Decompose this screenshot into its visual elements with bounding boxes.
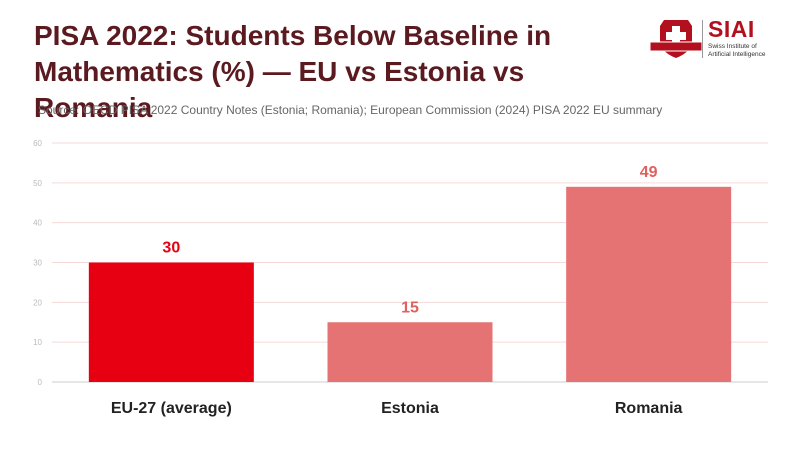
y-tick-label: 40 (33, 219, 42, 228)
logo-subtitle: Swiss Institute of Artificial Intelligen… (708, 43, 778, 58)
x-category-labels: EU-27 (average) Estonia Romania (111, 400, 683, 417)
y-tick-label: 10 (33, 338, 42, 347)
x-category-label: Estonia (381, 400, 439, 417)
siai-logo: SIAI Swiss Institute of Artificial Intel… (648, 16, 774, 64)
bar-value-label: 49 (640, 164, 658, 181)
bar (88, 262, 254, 382)
chart-title: PISA 2022: Students Below Baseline in Ma… (34, 20, 552, 123)
value-labels: 30 15 49 (162, 164, 657, 316)
y-tick-label: 0 (38, 378, 43, 387)
logo-subtitle-line-1: Swiss Institute of (708, 43, 757, 50)
shield-logo-icon (649, 20, 703, 58)
x-category-label: Romania (615, 400, 683, 417)
bars (88, 186, 732, 382)
y-tick-label: 50 (33, 179, 42, 188)
y-tick-labels: 0 10 20 30 40 50 60 (33, 139, 42, 387)
logo-wordmark: SIAI (708, 16, 755, 42)
bar-value-label: 30 (162, 240, 180, 257)
bar-value-label: 15 (401, 299, 419, 316)
y-tick-label: 20 (33, 298, 42, 307)
bar (566, 186, 732, 382)
logo-subtitle-line-2: Artificial Intelligence (708, 50, 766, 58)
y-tick-label: 60 (33, 139, 42, 148)
logo-divider (702, 20, 703, 58)
source-note: Source: OECD PISA 2022 Country Notes (Es… (38, 103, 663, 117)
y-tick-label: 30 (33, 259, 42, 268)
x-category-label: EU-27 (average) (111, 400, 232, 417)
bar (327, 322, 493, 382)
